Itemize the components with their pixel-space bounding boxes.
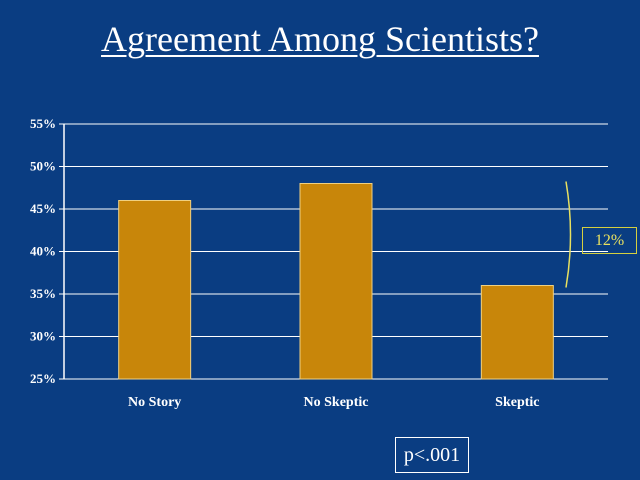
y-tick-label: 30% [30,329,56,344]
x-category-label: No Story [128,395,181,410]
y-tick-label: 35% [30,286,56,301]
x-category-labels: No Story No Skeptic Skeptic [128,395,539,410]
chart-title: Agreement Among Scientists? [101,19,539,59]
p-value-label: p<.001 [395,437,469,473]
x-category-label: No Skeptic [304,395,369,410]
y-tick-label: 40% [30,244,56,259]
bar-no-skeptic [299,183,373,380]
bar-skeptic [480,285,554,380]
y-tick-label: 55% [30,116,56,131]
y-tick-labels: 25% 30% 35% 40% 45% 50% 55% [30,116,56,386]
x-category-label: Skeptic [495,395,539,410]
bar-no-story [118,200,192,380]
difference-bracket [565,181,572,288]
bars [118,183,554,380]
y-tick-label: 45% [30,201,56,216]
y-tick-label: 25% [30,371,56,386]
y-tick-label: 50% [30,159,56,174]
difference-label: 12% [582,227,637,254]
